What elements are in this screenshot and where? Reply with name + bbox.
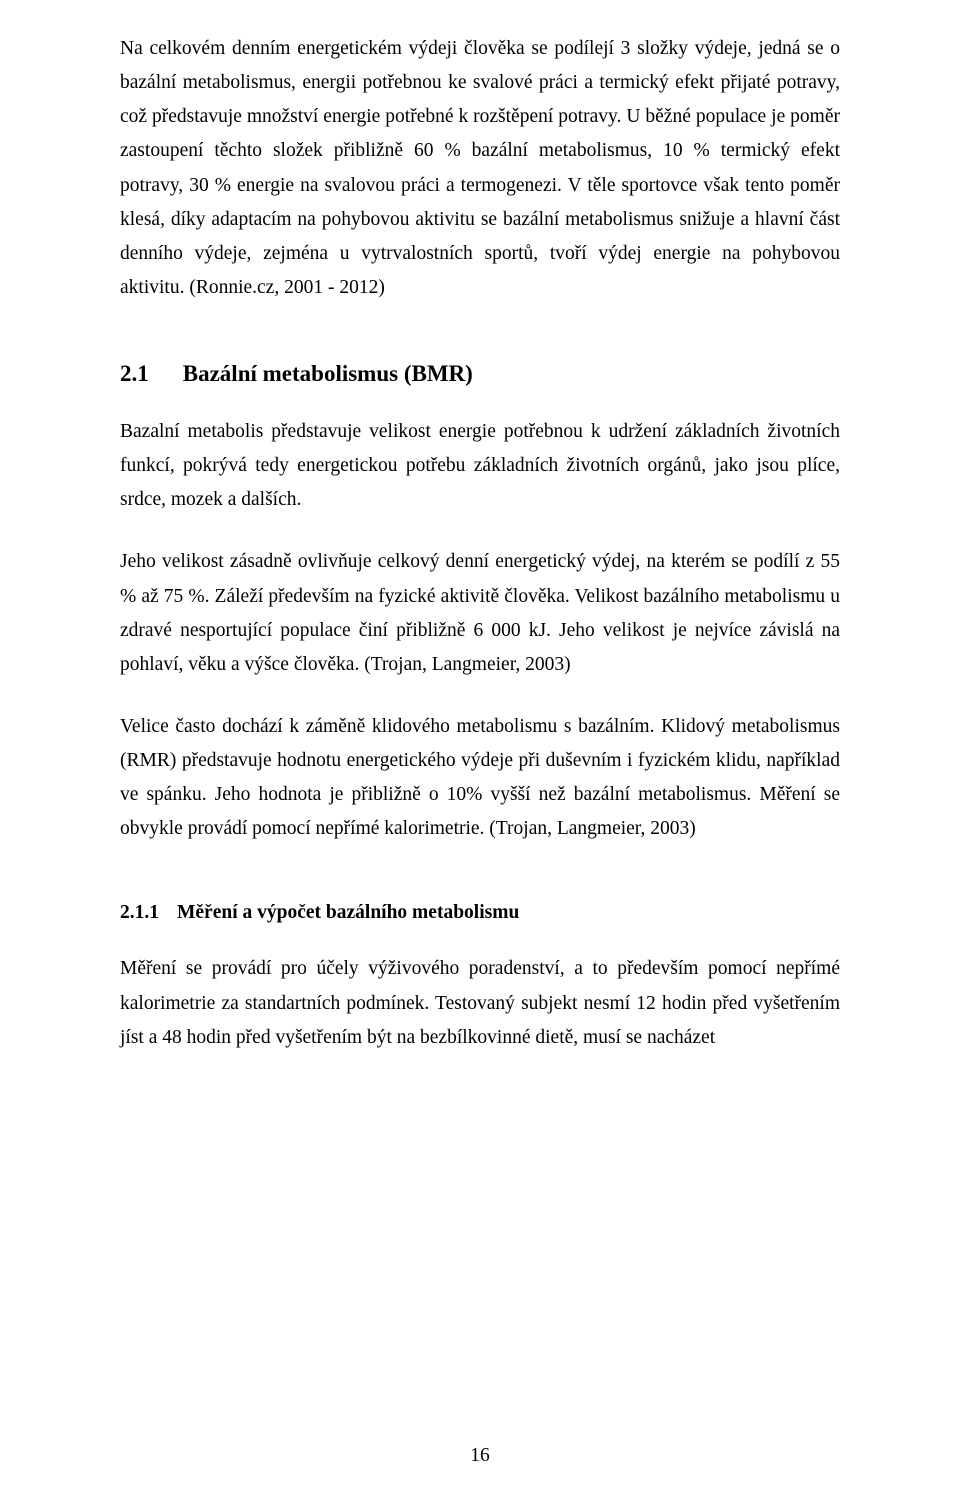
heading-2-1-1: 2.1.1 Měření a výpočet bazálního metaboli…: [120, 902, 840, 924]
page-number: 16: [0, 1445, 960, 1467]
heading-number: 2.1: [120, 361, 149, 387]
paragraph-measurement: Měření se provádí pro účely výživového p…: [120, 952, 840, 1054]
document-page: Na celkovém denním energetickém výdeji č…: [0, 0, 960, 1511]
paragraph-bmr-2: Jeho velikost zásadně ovlivňuje celkový …: [120, 545, 840, 682]
paragraph-bmr-3: Velice často dochází k záměně klidového …: [120, 710, 840, 847]
heading-2-1: 2.1 Bazální metabolismus (BMR): [120, 361, 840, 387]
heading-title: Bazální metabolismus (BMR): [183, 361, 473, 386]
paragraph-intro: Na celkovém denním energetickém výdeji č…: [120, 32, 840, 305]
heading-number: 2.1.1: [120, 902, 159, 924]
heading-title: Měření a výpočet bazálního metabolismu: [177, 902, 519, 923]
paragraph-bmr-1: Bazalní metabolis představuje velikost e…: [120, 415, 840, 517]
